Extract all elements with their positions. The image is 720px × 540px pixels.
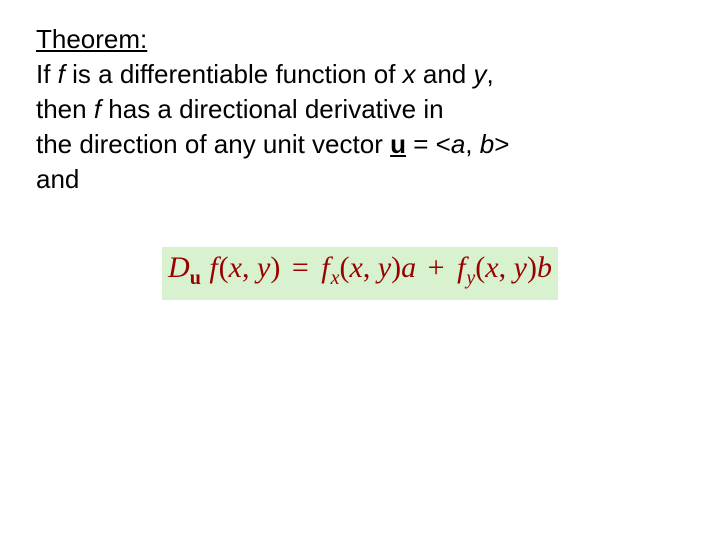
theorem-title: Theorem: — [36, 22, 147, 57]
slide: Theorem: If f is a differentiable functi… — [0, 0, 720, 540]
formula-container: Du f(x, y) = fx(x, y)a + fy(x, y)b — [36, 247, 684, 300]
theorem-line3: the direction of any unit vector u = <a,… — [36, 129, 509, 159]
vector-u: u — [390, 129, 406, 159]
theorem-text: Theorem: If f is a differentiable functi… — [36, 22, 676, 197]
directional-derivative-formula: Du f(x, y) = fx(x, y)a + fy(x, y)b — [162, 247, 558, 300]
theorem-line2: then f has a directional derivative in — [36, 94, 444, 124]
theorem-line1: If f is a differentiable function of x a… — [36, 59, 494, 89]
theorem-line4: and — [36, 164, 79, 194]
